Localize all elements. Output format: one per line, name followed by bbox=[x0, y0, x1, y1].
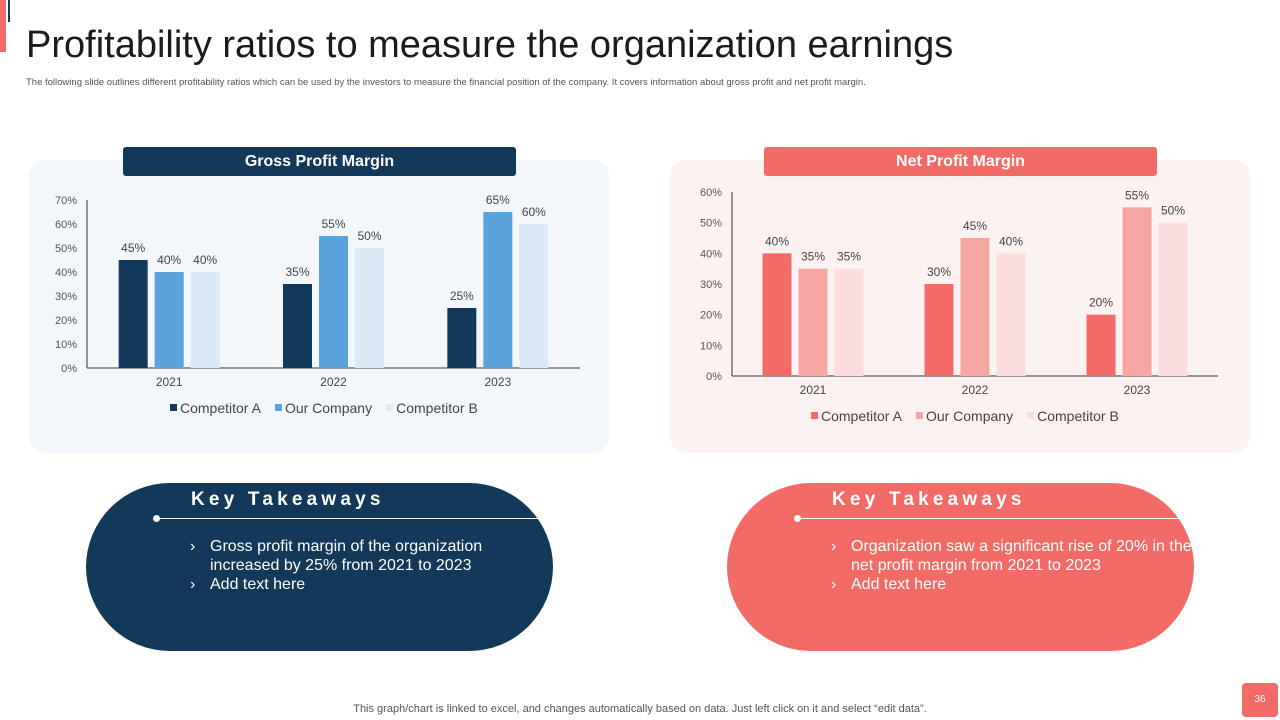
x-tick-label: 2021 bbox=[800, 383, 827, 397]
legend-swatch bbox=[386, 404, 394, 411]
data-label: 30% bbox=[927, 265, 951, 279]
data-label: 35% bbox=[285, 265, 309, 279]
data-label: 35% bbox=[837, 250, 861, 264]
key-takeaways-left: Key Takeaways › Gross profit margin of th… bbox=[86, 483, 553, 651]
y-tick-label: 10% bbox=[700, 340, 722, 352]
data-label: 25% bbox=[450, 289, 474, 303]
bar bbox=[798, 268, 828, 376]
legend-swatch bbox=[915, 412, 923, 419]
bar bbox=[447, 308, 477, 368]
data-label: 35% bbox=[801, 250, 825, 264]
x-tick-label: 2022 bbox=[962, 383, 989, 397]
legend-swatch bbox=[274, 404, 282, 411]
bar bbox=[960, 238, 990, 376]
key-takeaways-right: Key Takeaways › Organization saw a signif… bbox=[727, 483, 1194, 651]
takeaway-list: › Organization saw a significant rise of … bbox=[831, 537, 1194, 594]
list-item: › Gross profit margin of the organization… bbox=[190, 538, 483, 574]
title-accent-bar bbox=[0, 0, 6, 52]
y-tick-label: 40% bbox=[700, 248, 722, 260]
y-tick-label: 50% bbox=[55, 243, 77, 255]
list-item: › Add text here bbox=[190, 576, 306, 593]
y-tick-label: 30% bbox=[55, 291, 77, 303]
divider-line bbox=[797, 518, 1194, 519]
y-tick-label: 0% bbox=[706, 371, 722, 383]
data-label: 45% bbox=[963, 219, 987, 233]
bar bbox=[519, 224, 549, 368]
chevron-right-icon: › bbox=[190, 576, 196, 593]
divider-line bbox=[156, 518, 553, 519]
legend-swatch bbox=[1027, 412, 1035, 419]
chevron-right-icon: › bbox=[831, 538, 837, 555]
y-tick-label: 40% bbox=[55, 267, 77, 279]
bar bbox=[996, 253, 1026, 376]
title-accent-line bbox=[8, 0, 10, 22]
data-label: 40% bbox=[765, 234, 789, 248]
bar bbox=[834, 268, 864, 376]
list-item: › Organization saw a significant rise of … bbox=[831, 538, 1192, 574]
y-tick-label: 70% bbox=[55, 195, 77, 207]
bar bbox=[924, 284, 954, 376]
y-tick-label: 0% bbox=[61, 363, 77, 375]
legend-entry: Competitor B bbox=[396, 400, 478, 416]
data-label: 40% bbox=[193, 253, 217, 267]
takeaway-list: › Gross profit margin of the organization… bbox=[190, 537, 553, 594]
data-label: 20% bbox=[1089, 296, 1113, 310]
data-label: 55% bbox=[1125, 188, 1149, 202]
legend-entry: Competitor B bbox=[1037, 408, 1119, 424]
x-tick-label: 2023 bbox=[1124, 383, 1151, 397]
bar bbox=[283, 284, 312, 368]
net-profit-title: Net Profit Margin bbox=[764, 147, 1157, 176]
y-tick-label: 20% bbox=[55, 315, 77, 327]
data-label: 40% bbox=[999, 234, 1023, 248]
net-profit-chart[interactable]: 0% 10% 20% 30% 40% 50% 60% 40% 35% 35% 2021 30% 45% 4… bbox=[670, 180, 1250, 435]
list-item: › Add text here bbox=[831, 576, 947, 593]
data-label: 60% bbox=[522, 205, 546, 219]
bar bbox=[483, 212, 513, 368]
legend-entry: Our Company bbox=[285, 400, 372, 416]
chevron-right-icon: › bbox=[831, 576, 837, 593]
key-takeaways-title: Key Takeaways bbox=[191, 489, 385, 510]
legend-swatch bbox=[811, 412, 818, 419]
bar bbox=[154, 272, 184, 368]
data-label: 40% bbox=[157, 253, 181, 267]
bar bbox=[319, 236, 348, 368]
y-tick-label: 50% bbox=[700, 218, 722, 230]
y-tick-label: 60% bbox=[700, 187, 722, 199]
data-label: 50% bbox=[357, 229, 381, 243]
y-tick-label: 30% bbox=[700, 279, 722, 291]
legend-entry: Competitor A bbox=[180, 400, 262, 416]
data-label: 55% bbox=[321, 217, 345, 231]
y-tick-label: 20% bbox=[700, 310, 722, 322]
footer-note: This graph/chart is linked to excel, and… bbox=[353, 703, 927, 715]
bar bbox=[118, 260, 148, 368]
page-subtitle: The following slide outlines different p… bbox=[26, 77, 866, 88]
x-tick-label: 2023 bbox=[484, 375, 511, 389]
data-label: 65% bbox=[486, 193, 510, 207]
gross-profit-title: Gross Profit Margin bbox=[123, 147, 516, 176]
legend-entry: Our Company bbox=[926, 408, 1013, 424]
bar bbox=[1122, 207, 1152, 376]
legend-swatch bbox=[170, 404, 177, 411]
chevron-right-icon: › bbox=[190, 538, 196, 555]
bar bbox=[355, 248, 384, 368]
page-title: Profitability ratios to measure the orga… bbox=[26, 24, 954, 66]
bar bbox=[190, 272, 220, 368]
bar bbox=[1158, 222, 1188, 376]
y-tick-label: 10% bbox=[55, 339, 77, 351]
gross-profit-chart[interactable]: 0% 10% 20% 30% 40% 50% 60% 70% 45% 40% 40% 2021 35% 5… bbox=[29, 180, 609, 430]
data-label: 45% bbox=[121, 241, 145, 255]
x-tick-label: 2021 bbox=[156, 375, 183, 389]
bar bbox=[762, 253, 792, 376]
bar bbox=[1086, 314, 1116, 376]
legend-entry: Competitor A bbox=[821, 408, 903, 424]
key-takeaways-title: Key Takeaways bbox=[832, 489, 1026, 510]
page-number: 36 bbox=[1242, 683, 1278, 717]
y-tick-label: 60% bbox=[55, 219, 77, 231]
x-tick-label: 2022 bbox=[320, 375, 347, 389]
data-label: 50% bbox=[1161, 204, 1185, 218]
